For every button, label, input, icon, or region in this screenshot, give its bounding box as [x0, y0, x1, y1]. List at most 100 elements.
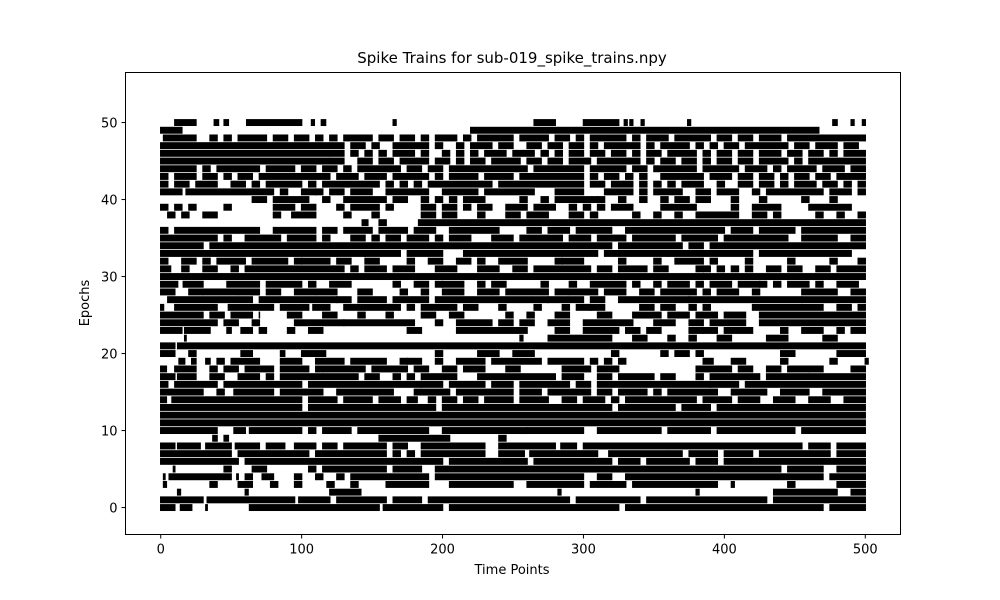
spike-mark — [554, 149, 564, 157]
spike-mark — [195, 180, 218, 188]
spike-mark — [462, 303, 479, 311]
spike-mark — [575, 303, 592, 311]
spike-mark — [240, 326, 254, 334]
spike-mark — [364, 172, 387, 180]
spike-mark — [209, 373, 225, 381]
spike-mark — [227, 303, 275, 311]
spike-mark — [596, 196, 606, 204]
spike-mark — [568, 157, 592, 165]
spike-mark — [723, 311, 747, 319]
spike-mark — [181, 257, 197, 265]
spike-mark — [160, 373, 176, 381]
spike-mark — [695, 365, 733, 373]
spike-mark — [533, 457, 613, 465]
spike-mark — [758, 172, 775, 180]
spike-mark — [307, 380, 423, 388]
spike-mark — [212, 434, 218, 442]
spike-mark — [596, 234, 627, 242]
spike-mark — [491, 157, 521, 165]
spike-mark — [688, 288, 697, 296]
spike-mark — [364, 249, 401, 257]
spike-mark — [244, 265, 345, 273]
spike-mark — [519, 388, 542, 396]
spike-mark — [160, 180, 169, 188]
spike-mark — [582, 326, 620, 334]
spike-mark — [251, 196, 268, 204]
spike-mark — [477, 211, 486, 219]
spike-mark — [646, 134, 669, 142]
spike-mark — [336, 172, 359, 180]
spike-mark — [315, 473, 324, 481]
spike-mark — [801, 326, 824, 334]
spike-mark — [653, 165, 697, 173]
x-tick-label: 300 — [571, 543, 596, 558]
spike-mark — [589, 142, 599, 150]
spike-mark — [269, 480, 279, 488]
spike-mark — [660, 142, 690, 150]
spike-mark — [455, 357, 486, 365]
spike-mark — [462, 396, 479, 404]
spike-mark — [625, 473, 824, 481]
spike-mark — [406, 450, 416, 458]
spike-mark — [716, 427, 796, 435]
spike-mark — [322, 196, 331, 204]
spike-mark — [737, 365, 754, 373]
spike-mark — [695, 488, 700, 496]
spike-mark — [385, 480, 430, 488]
spike-mark — [709, 280, 733, 288]
spike-mark — [293, 257, 303, 265]
spike-mark — [695, 280, 704, 288]
spike-mark — [787, 265, 803, 273]
spike-mark — [320, 119, 327, 127]
spike-mark — [787, 280, 810, 288]
spike-mark — [160, 380, 169, 388]
spike-mark — [413, 226, 437, 234]
spike-mark — [427, 180, 493, 188]
spike-mark — [498, 257, 528, 265]
spike-mark — [448, 196, 458, 204]
spike-mark — [498, 142, 514, 150]
spike-mark — [667, 442, 803, 450]
spike-mark — [836, 350, 866, 358]
spike-mark — [378, 157, 394, 165]
spike-mark — [371, 365, 409, 373]
spike-mark — [730, 203, 740, 211]
spike-mark — [413, 388, 451, 396]
spike-mark — [258, 311, 261, 319]
spike-mark — [716, 149, 733, 157]
spike-mark — [160, 249, 366, 257]
spike-mark — [794, 142, 810, 150]
spike-mark — [441, 396, 458, 404]
spike-mark — [632, 280, 641, 288]
spike-mark — [780, 172, 789, 180]
spike-mark — [646, 142, 655, 150]
spike-mark — [864, 357, 869, 365]
spike-mark — [491, 234, 514, 242]
spike-mark — [244, 473, 254, 481]
spike-mark — [617, 265, 648, 273]
spike-mark — [392, 265, 416, 273]
spike-mark — [307, 180, 317, 188]
spike-mark — [160, 226, 169, 234]
spike-mark — [272, 211, 282, 219]
spike-mark — [160, 303, 165, 311]
spike-mark — [160, 234, 218, 242]
spike-mark — [695, 457, 719, 465]
spike-mark — [174, 172, 197, 180]
spike-mark — [343, 196, 387, 204]
spike-mark — [392, 296, 430, 304]
spike-mark — [420, 211, 437, 219]
spike-mark — [561, 373, 585, 381]
y-tick-label: 30 — [101, 271, 118, 286]
spike-mark — [174, 380, 218, 388]
spike-mark — [547, 226, 571, 234]
spike-mark — [589, 211, 599, 219]
spike-mark — [547, 388, 592, 396]
spike-mark — [744, 265, 754, 273]
spike-mark — [279, 357, 303, 365]
spike-mark — [244, 234, 282, 242]
spike-mark — [310, 119, 316, 127]
spike-mark — [730, 480, 735, 488]
spike-mark — [202, 211, 218, 219]
spike-mark — [646, 326, 662, 334]
